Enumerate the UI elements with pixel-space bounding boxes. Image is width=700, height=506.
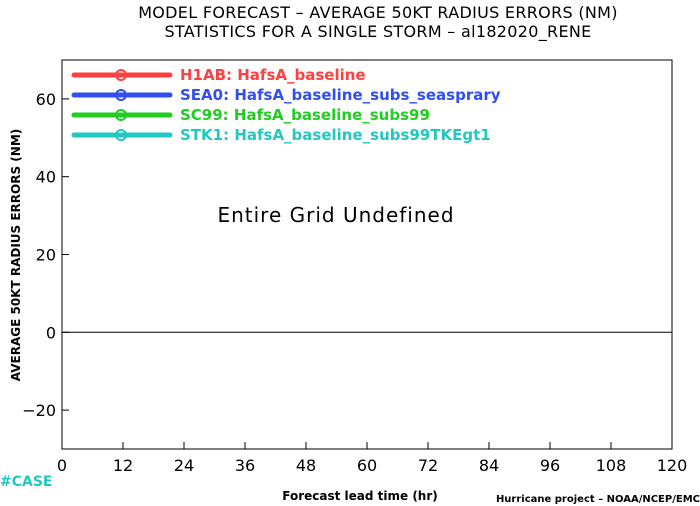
y-tick-label: −20 — [22, 401, 56, 420]
y-tick-label: 0 — [46, 323, 56, 342]
annotation-text: Entire Grid Undefined — [217, 203, 454, 227]
legend-marker-icon — [115, 89, 127, 101]
x-tick-label: 120 — [657, 456, 688, 475]
x-tick-label: 0 — [57, 456, 67, 475]
y-tick-label: 40 — [36, 168, 56, 187]
chart-title: MODEL FORECAST – AVERAGE 50KT RADIUS ERR… — [138, 3, 618, 22]
legend-marker-icon — [115, 109, 127, 121]
chart-subtitle: STATISTICS FOR A SINGLE STORM – al182020… — [164, 22, 591, 42]
legend-marker-icon — [115, 69, 127, 81]
legend-item: STK1: HafsA_baseline_subs99TKEgt1 — [71, 126, 491, 144]
y-tick-label: 20 — [36, 246, 56, 265]
x-tick-label: 72 — [418, 456, 438, 475]
legend-marker-icon — [115, 129, 127, 141]
y-axis-label: AVERAGE 50KT RADIUS ERRORS (NM) — [9, 129, 23, 381]
x-tick-label: 60 — [357, 456, 377, 475]
x-tick-label: 36 — [235, 456, 255, 475]
legend-label: SC99: HafsA_baseline_subs99 — [180, 106, 430, 124]
legend-item: SC99: HafsA_baseline_subs99 — [71, 106, 430, 124]
case-label: #CASE — [0, 474, 53, 490]
x-tick-label: 48 — [296, 456, 316, 475]
legend-label: STK1: HafsA_baseline_subs99TKEgt1 — [180, 126, 491, 144]
x-tick-label: 96 — [540, 456, 560, 475]
legend-item: SEA0: HafsA_baseline_subs_seasprary — [71, 86, 501, 104]
x-tick-label: 24 — [174, 456, 194, 475]
y-tick-label: 60 — [36, 90, 56, 109]
legend-label: H1AB: HafsA_baseline — [180, 66, 366, 84]
x-tick-label: 108 — [596, 456, 627, 475]
legend-label: SEA0: HafsA_baseline_subs_seasprary — [180, 86, 501, 104]
credit-text: Hurricane project – NOAA/NCEP/EMC — [496, 494, 700, 505]
x-axis-label: Forecast lead time (hr) — [282, 489, 438, 503]
x-tick-label: 12 — [113, 456, 133, 475]
x-tick-label: 84 — [479, 456, 499, 475]
legend-item: H1AB: HafsA_baseline — [71, 66, 366, 84]
